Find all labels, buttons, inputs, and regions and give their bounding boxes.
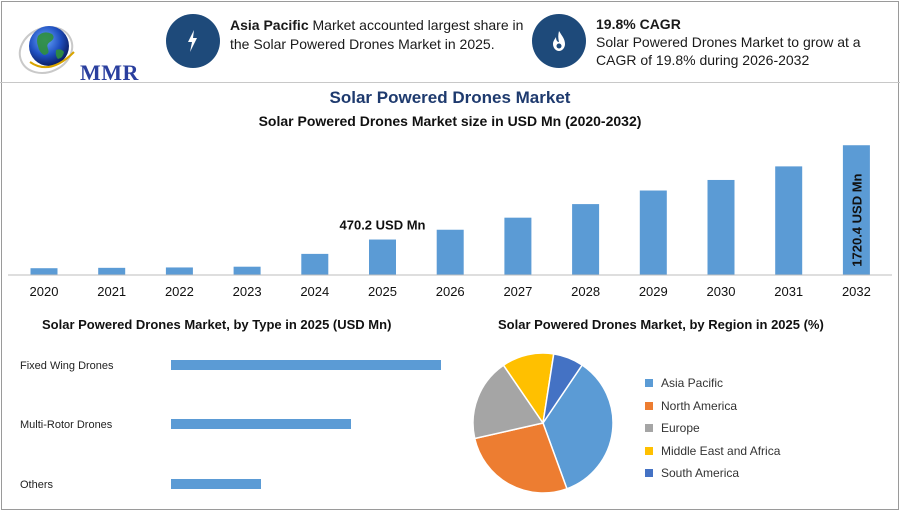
legend-item-middle-east-and-africa: Middle East and Africa bbox=[645, 440, 780, 463]
market-size-bar-chart: 2020 2021 2022 2023 2024 2025 2026 2027 2028 2029… bbox=[8, 145, 892, 299]
region-pie-chart bbox=[472, 352, 614, 494]
x-tick-2032: 2032 bbox=[842, 284, 871, 299]
pie-slice-europe bbox=[472, 364, 545, 440]
logo-text: MMR bbox=[80, 60, 139, 85]
type-bar-chart: Fixed Wing Drones Multi-Rotor Drones Other… bbox=[20, 360, 441, 491]
x-tick-2026: 2026 bbox=[436, 284, 465, 299]
x-tick-2025: 2025 bbox=[368, 284, 397, 299]
globe-icon bbox=[18, 26, 75, 74]
bar-2032 bbox=[842, 145, 870, 275]
legend-label-middle-east-and-africa: Middle East and Africa bbox=[661, 443, 781, 458]
logo: MMR bbox=[16, 10, 138, 85]
legend-label-north-america: North America bbox=[661, 398, 738, 413]
type-bar-multi-rotor-drones bbox=[171, 419, 351, 429]
lightning-icon-circle bbox=[166, 14, 220, 68]
x-tick-2022: 2022 bbox=[165, 284, 194, 299]
type-chart-title: Solar Powered Drones Market, by Type in … bbox=[42, 317, 392, 332]
x-tick-2028: 2028 bbox=[571, 284, 600, 299]
bar-2025 bbox=[369, 239, 396, 275]
pie-slice-asia-pacific bbox=[542, 363, 614, 490]
type-label-others: Others bbox=[20, 479, 54, 491]
info-asia-pacific-bold: Asia Pacific bbox=[230, 17, 309, 33]
region-chart-title: Solar Powered Drones Market, by Region i… bbox=[498, 317, 824, 332]
legend-item-europe: Europe bbox=[645, 417, 780, 440]
x-tick-2024: 2024 bbox=[300, 284, 329, 299]
bar-2027 bbox=[504, 217, 532, 275]
bar-2020 bbox=[30, 268, 58, 275]
legend-label-europe: Europe bbox=[661, 421, 700, 436]
lightning-icon bbox=[188, 30, 197, 52]
label-2032: 1720.4 USD Mn bbox=[849, 173, 864, 266]
legend-swatch-asia-pacific bbox=[645, 379, 653, 388]
legend-item-south-america: South America bbox=[645, 462, 780, 485]
x-tick-2031: 2031 bbox=[774, 284, 803, 299]
legend-label-south-america: South America bbox=[661, 466, 740, 481]
bar-2030 bbox=[707, 179, 735, 275]
flame-drop-icon bbox=[553, 31, 565, 51]
legend-swatch-europe bbox=[645, 424, 653, 433]
info-asia-pacific-text: Market accounted largest share in the So… bbox=[230, 17, 524, 52]
bar-2031 bbox=[775, 166, 803, 275]
x-tick-2023: 2023 bbox=[233, 284, 262, 299]
legend-item-north-america: North America bbox=[645, 395, 780, 418]
type-label-fixed-wing-drones: Fixed Wing Drones bbox=[20, 360, 114, 372]
flame-icon-circle bbox=[532, 14, 586, 68]
pie-slice-north-america bbox=[473, 422, 568, 494]
legend-swatch-south-america bbox=[645, 469, 653, 478]
bar-2029 bbox=[639, 190, 667, 275]
type-bar-fixed-wing-drones bbox=[171, 360, 441, 370]
legend-item-asia-pacific: Asia Pacific bbox=[645, 372, 780, 395]
bar-2022 bbox=[165, 267, 193, 275]
bar-2026 bbox=[436, 229, 464, 275]
legend-label-asia-pacific: Asia Pacific bbox=[661, 376, 724, 391]
main-chart-subtitle: Solar Powered Drones Market size in USD … bbox=[258, 113, 642, 129]
bar-2024 bbox=[301, 253, 329, 275]
x-tick-2029: 2029 bbox=[639, 284, 668, 299]
x-tick-2021: 2021 bbox=[97, 284, 126, 299]
x-tick-2027: 2027 bbox=[503, 284, 532, 299]
main-title: Solar Powered Drones Market bbox=[329, 88, 571, 107]
legend-swatch-north-america bbox=[645, 401, 653, 410]
info-cagr-text: Solar Powered Drones Market to grow at a… bbox=[596, 34, 861, 68]
region-legend: Asia Pacific North America Europe Middle Ea… bbox=[645, 372, 780, 485]
bar-2028 bbox=[572, 204, 600, 275]
x-tick-2020: 2020 bbox=[30, 284, 59, 299]
bar-2021 bbox=[98, 267, 126, 275]
type-label-multi-rotor-drones: Multi-Rotor Drones bbox=[20, 419, 113, 431]
header-divider bbox=[0, 82, 900, 83]
x-tick-2030: 2030 bbox=[707, 284, 736, 299]
type-bar-others bbox=[171, 479, 261, 489]
info-cagr: 19.8% CAGR Solar Powered Drones Market t… bbox=[596, 15, 886, 69]
bar-2023 bbox=[233, 266, 261, 275]
info-asia-pacific: Asia Pacific Market accounted largest sh… bbox=[230, 16, 530, 54]
legend-swatch-middle-east-and-africa bbox=[645, 446, 653, 455]
pie-slice-south-america bbox=[542, 352, 584, 424]
label-2025: 470.2 USD Mn bbox=[340, 218, 426, 233]
info-cagr-head: 19.8% CAGR bbox=[596, 16, 681, 32]
